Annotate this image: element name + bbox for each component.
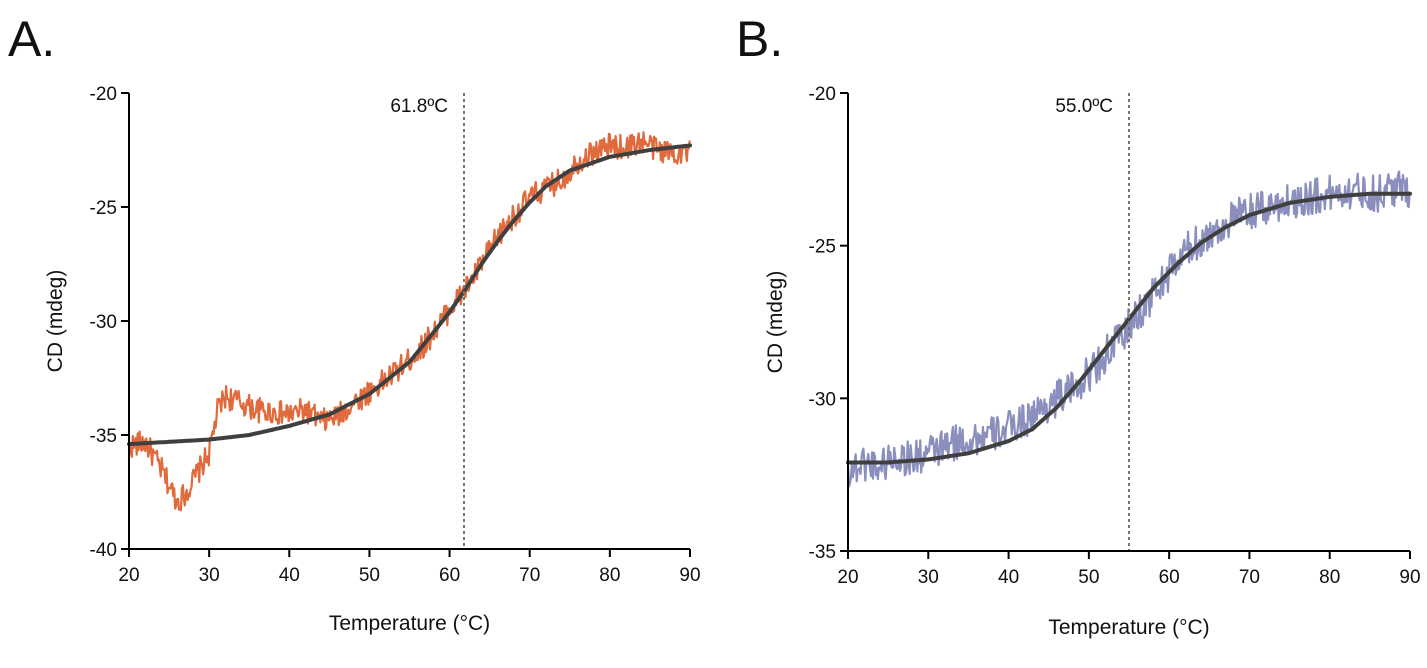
x-tick-label-1: 50 (1078, 567, 1099, 588)
x-tick-label-1: 20 (837, 567, 858, 588)
y-tick-label-0: -30 (90, 312, 117, 333)
x-tick-label-0: 60 (439, 565, 460, 586)
x-tick-label-0: 80 (599, 565, 620, 586)
y-tick-label-1: -20 (809, 84, 836, 105)
x-axis-title-1: Temperature (°C) (1048, 616, 1209, 639)
fit-curve-0 (127, 143, 692, 447)
panel-a-letter: A. (8, 11, 56, 67)
x-tick-label-1: 40 (998, 567, 1019, 588)
measured-trace-0 (127, 131, 691, 512)
x-tick-label-0: 30 (199, 565, 220, 586)
panel-b-letter: B. (736, 11, 784, 67)
y-tick-label-0: -40 (90, 540, 117, 561)
x-axis-title-0: Temperature (°C) (329, 612, 490, 635)
x-tick-label-0: 20 (118, 565, 139, 586)
x-tick-label-1: 30 (918, 567, 939, 588)
y-tick-label-0: -25 (90, 198, 117, 219)
y-tick-label-1: -25 (809, 237, 836, 258)
x-tick-label-1: 70 (1239, 567, 1260, 588)
midpoint-label-1: 55.0ºC (1055, 96, 1113, 117)
midpoint-label-0: 61.8ºC (390, 96, 448, 117)
x-tick-label-1: 80 (1319, 567, 1340, 588)
x-tick-label-0: 40 (279, 565, 300, 586)
y-tick-label-0: -20 (90, 84, 117, 105)
x-tick-label-1: 90 (1399, 567, 1420, 588)
x-tick-label-0: 70 (519, 565, 540, 586)
x-tick-label-0: 90 (679, 565, 700, 586)
y-tick-label-1: -35 (809, 542, 836, 563)
y-axis-title-1: CD (mdeg) (764, 271, 787, 374)
y-tick-label-0: -35 (90, 426, 117, 447)
x-tick-label-0: 50 (359, 565, 380, 586)
y-tick-label-1: -30 (809, 389, 836, 410)
x-tick-label-1: 60 (1159, 567, 1180, 588)
fit-curve-1 (846, 191, 1412, 465)
y-axis-title-0: CD (mdeg) (44, 270, 67, 373)
